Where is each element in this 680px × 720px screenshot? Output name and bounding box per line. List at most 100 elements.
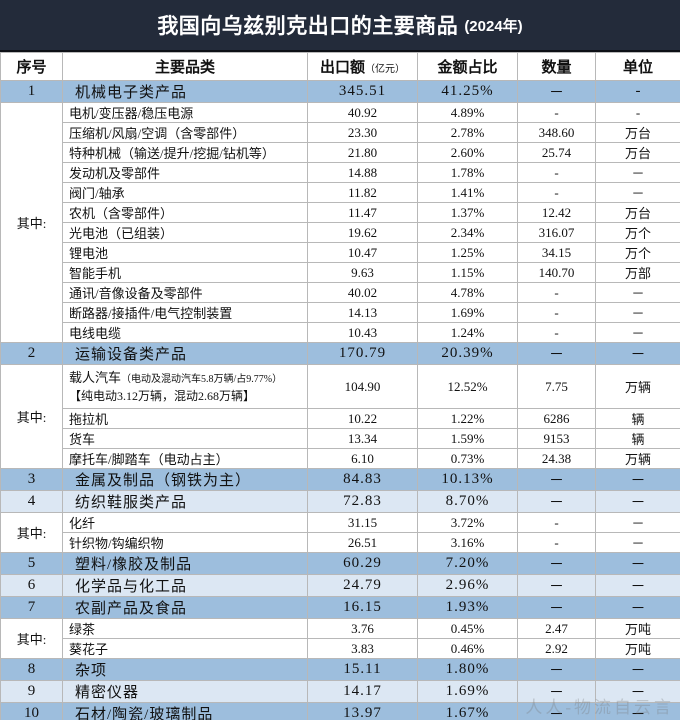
cell-share: 7.20% [417,552,518,575]
table-row-sub[interactable]: 智能手机 9.63 1.15% 140.70 万部 [1,262,680,283]
table-row-sub[interactable]: 断路器/接插件/电气控制装置 14.13 1.69% - － [1,302,680,323]
cell-quantity: - [517,162,596,183]
amount-unit-note: （亿元） [365,64,405,75]
page-title-bar: 我国向乌兹别克出口的主要商品 (2024年) [0,0,680,52]
cell-unit: － [595,282,680,303]
cell-no: 5 [0,552,63,575]
cell-unit: 万吨 [595,638,680,659]
cell-quantity: - [517,512,596,533]
cell-amount: 10.22 [307,408,418,429]
cell-unit: 万个 [595,222,680,243]
cell-category: 塑料/橡胶及制品 [62,552,308,575]
cell-no: 8 [0,658,63,681]
cell-amount: 10.43 [307,322,418,343]
cell-quantity: － [517,468,596,491]
cell-quantity: 25.74 [517,142,596,163]
cell-category: 拖拉机 [62,408,308,429]
table-row-category-5[interactable]: 5 塑料/橡胶及制品 60.29 7.20% － － [0,552,680,575]
cell-no: 10 [0,702,63,720]
table-row-sub[interactable]: 其中: 绿茶 3.76 0.45% 2.47 万吨 [0,618,680,659]
cell-category: 电线电缆 [62,322,308,343]
cell-unit: 万台 [595,142,680,163]
table-row-category-3[interactable]: 3 金属及制品（钢铁为主） 84.83 10.13% － － [0,468,680,491]
table-row-category-1[interactable]: 1 机械电子类产品 345.51 41.25% － - [0,80,680,103]
cell-no: 3 [0,468,63,491]
table-row-category-10[interactable]: 10 石材/陶瓷/玻璃制品 13.97 1.67% － － [0,702,680,720]
cell-share: 1.80% [417,658,518,681]
cell-unit: － [595,512,680,533]
cell-no: 7 [0,596,63,619]
cell-amount: 40.92 [307,102,418,123]
cell-category: 绿茶 [62,618,308,639]
cell-quantity: － [517,552,596,575]
cell-amount: 16.15 [307,596,418,619]
cell-amount: 60.29 [307,552,418,575]
cell-unit: 万吨 [595,618,680,639]
table-row-sub[interactable]: 电线电缆 10.43 1.24% - － [1,322,680,343]
table-row-sub[interactable]: 货车 13.34 1.59% 9153 辆 [1,428,680,449]
table-row-sub[interactable]: 压缩机/风扇/空调（含零部件） 23.30 2.78% 348.60 万台 [1,122,680,143]
table-row-category-2[interactable]: 2 运输设备类产品 170.79 20.39% － － [0,342,680,365]
table-row-sub[interactable]: 摩托车/脚踏车（电动占主） 6.10 0.73% 24.38 万辆 [1,448,680,469]
table-row-sub[interactable]: 光电池（已组装） 19.62 2.34% 316.07 万个 [1,222,680,243]
cell-category: 石材/陶瓷/玻璃制品 [62,702,308,720]
cell-amount: 3.83 [307,638,418,659]
table-row-sub[interactable]: 其中: 电机/变压器/稳压电源 40.92 4.89% - - [0,102,680,343]
cell-unit: - [595,102,680,123]
cell-quantity: 12.42 [517,202,596,223]
cell-share: 3.72% [417,512,518,533]
table-row-category-6[interactable]: 6 化学品与化工品 24.79 2.96% － － [0,574,680,597]
cell-quantity: - [517,282,596,303]
cell-unit: － [595,342,680,365]
table-header: 序号 主要品类 出口额（亿元） 金额占比 数量 单位 [0,52,680,81]
cell-no: 9 [0,680,63,703]
table-row-sub[interactable]: 其中: 载人汽车（电动及混动汽车5.8万辆/占9.77%） 【纯电动3.12万辆… [0,364,680,469]
cell-amount: 3.76 [307,618,418,639]
table-row-sub[interactable]: 其中: 化纤 31.15 3.72% - － [0,512,680,553]
cell-no: 1 [0,80,63,103]
table-row-sub[interactable]: 发动机及零部件 14.88 1.78% - － [1,162,680,183]
cell-quantity: 6286 [517,408,596,429]
cell-category: 化纤 [62,512,308,533]
table-row-category-8[interactable]: 8 杂项 15.11 1.80% － － [0,658,680,681]
table-row-sub[interactable]: 葵花子 3.83 0.46% 2.92 万吨 [1,638,680,659]
cell-share: 41.25% [417,80,518,103]
column-header-share: 金额占比 [417,52,518,81]
cell-quantity: － [517,490,596,513]
table-row-sub[interactable]: 通讯/音像设备及零部件 40.02 4.78% - － [1,282,680,303]
cell-quantity: 7.75 [517,364,596,409]
table-row-sub[interactable]: 针织物/钩编织物 26.51 3.16% - － [1,532,680,553]
cell-category: 断路器/接插件/电气控制装置 [62,302,308,323]
cell-category: 通讯/音像设备及零部件 [62,282,308,303]
table-row-sub[interactable]: 特种机械（输送/提升/挖掘/钻机等） 21.80 2.60% 25.74 万台 [1,142,680,163]
cell-unit: － [595,302,680,323]
cell-unit: 万个 [595,242,680,263]
qizhong-label-4: 其中: [0,512,63,553]
cell-share: 0.46% [417,638,518,659]
cell-category: 金属及制品（钢铁为主） [62,468,308,491]
table-row-sub[interactable]: 农机（含零部件） 11.47 1.37% 12.42 万台 [1,202,680,223]
cell-category: 发动机及零部件 [62,162,308,183]
table-row-sub[interactable]: 阀门/轴承 11.82 1.41% - － [1,182,680,203]
cell-category: 摩托车/脚踏车（电动占主） [62,448,308,469]
cell-quantity: － [517,702,596,720]
table-row-category-9[interactable]: 9 精密仪器 14.17 1.69% － － [0,680,680,703]
table-row-category-4[interactable]: 4 纺织鞋服类产品 72.83 8.70% － － [0,490,680,513]
cell-share: 20.39% [417,342,518,365]
cell-share: 0.73% [417,448,518,469]
cell-unit: － [595,468,680,491]
cell-no: 6 [0,574,63,597]
column-header-amount: 出口额（亿元） [307,52,418,81]
table-row-sub[interactable]: 拖拉机 10.22 1.22% 6286 辆 [1,408,680,429]
cell-category: 压缩机/风扇/空调（含零部件） [62,122,308,143]
cell-unit: － [595,162,680,183]
qizhong-label-7: 其中: [0,618,63,659]
table-row-category-7[interactable]: 7 农副产品及食品 16.15 1.93% － － [0,596,680,619]
cell-share: 1.59% [417,428,518,449]
cell-unit: 万部 [595,262,680,283]
cell-amount: 24.79 [307,574,418,597]
cell-quantity: － [517,596,596,619]
cell-amount: 10.47 [307,242,418,263]
cell-category: 农副产品及食品 [62,596,308,619]
table-row-sub[interactable]: 锂电池 10.47 1.25% 34.15 万个 [1,242,680,263]
